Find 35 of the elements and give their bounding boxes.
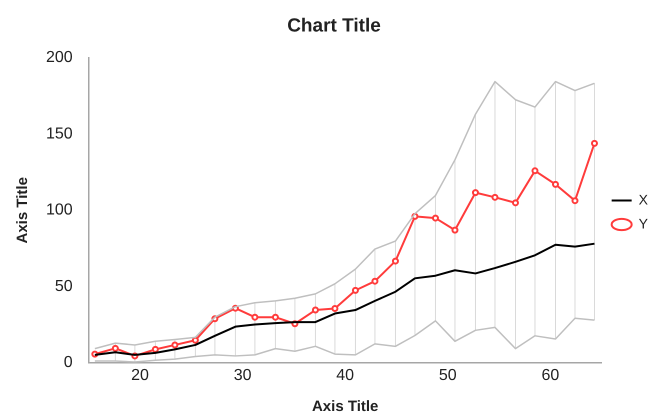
point xyxy=(552,180,559,188)
x-tick-label: 40 xyxy=(336,366,354,384)
point xyxy=(512,199,519,206)
x-tick-label: 20 xyxy=(131,366,149,384)
x-tick-label: 50 xyxy=(438,366,457,384)
legend-label: Y xyxy=(638,215,649,232)
point xyxy=(590,140,598,147)
point xyxy=(192,336,199,344)
point xyxy=(432,214,439,222)
point xyxy=(331,305,338,312)
point xyxy=(531,167,538,174)
point xyxy=(352,286,359,294)
y-axis-title: Axis Title xyxy=(14,177,32,244)
y-tick-label: 150 xyxy=(46,125,73,142)
point xyxy=(272,314,279,321)
y-tick-label: 0 xyxy=(64,354,73,372)
y-tick-label: 50 xyxy=(54,278,73,295)
chart-title: Chart Title xyxy=(287,16,381,37)
point xyxy=(371,278,378,285)
point xyxy=(392,258,399,265)
y-tick-label: 200 xyxy=(46,49,73,66)
x-axis-title: Axis Title xyxy=(312,398,378,416)
point xyxy=(472,189,479,196)
x-tick-label: 30 xyxy=(234,366,252,384)
point xyxy=(571,197,578,204)
point xyxy=(152,346,159,353)
legend-label: X xyxy=(638,191,649,208)
point xyxy=(171,341,178,348)
x-tick-label: 60 xyxy=(541,366,560,384)
point xyxy=(312,306,319,314)
y-tick-label: 100 xyxy=(46,202,73,219)
point xyxy=(112,344,119,352)
point xyxy=(491,194,498,201)
point xyxy=(451,226,458,234)
point xyxy=(251,314,258,321)
